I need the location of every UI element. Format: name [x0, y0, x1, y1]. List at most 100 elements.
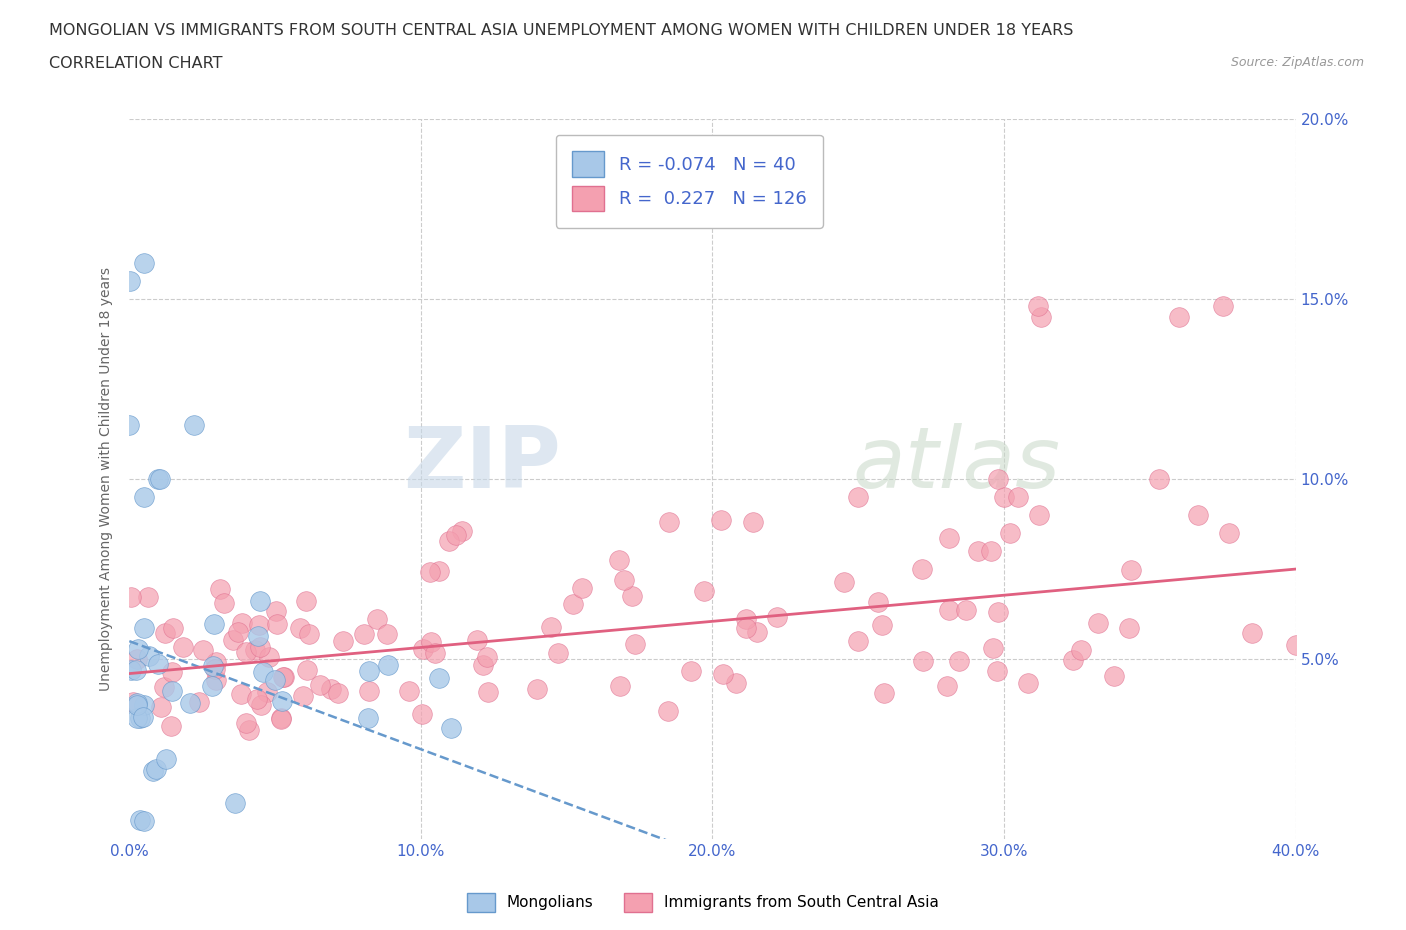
Point — [866, 594, 889, 609]
Point — [747, 625, 769, 640]
Point — [1102, 668, 1125, 683]
Point — [870, 618, 893, 632]
Point — [980, 544, 1002, 559]
Point — [127, 711, 149, 725]
Point — [231, 686, 253, 701]
Point — [357, 711, 380, 725]
Point — [936, 679, 959, 694]
Point — [205, 672, 228, 687]
Point — [271, 694, 294, 709]
Point — [309, 678, 332, 693]
Point — [172, 639, 194, 654]
Point — [132, 698, 155, 712]
Point — [266, 616, 288, 631]
Point — [658, 514, 681, 529]
Point — [125, 696, 148, 711]
Point — [160, 664, 183, 679]
Point — [911, 562, 934, 577]
Point — [353, 627, 375, 642]
Point — [226, 624, 249, 639]
Point — [264, 604, 287, 618]
Point — [129, 813, 152, 828]
Point — [245, 643, 267, 658]
Point — [326, 685, 349, 700]
Point — [1000, 525, 1022, 540]
Point — [440, 721, 463, 736]
Point — [1070, 643, 1092, 658]
Point — [1212, 299, 1234, 313]
Point — [1168, 310, 1191, 325]
Point — [419, 565, 441, 579]
Point — [148, 657, 170, 671]
Point — [202, 617, 225, 631]
Text: atlas: atlas — [852, 423, 1060, 506]
Point — [148, 472, 170, 486]
Point — [444, 527, 467, 542]
Point — [136, 590, 159, 604]
Point — [832, 575, 855, 590]
Point — [249, 640, 271, 655]
Point — [187, 695, 209, 710]
Text: CORRELATION CHART: CORRELATION CHART — [49, 56, 222, 71]
Point — [292, 689, 315, 704]
Text: Source: ZipAtlas.com: Source: ZipAtlas.com — [1230, 56, 1364, 69]
Point — [204, 661, 226, 676]
Point — [191, 643, 214, 658]
Point — [1007, 489, 1029, 504]
Point — [423, 645, 446, 660]
Point — [735, 612, 758, 627]
Point — [298, 627, 321, 642]
Point — [657, 704, 679, 719]
Point — [693, 584, 716, 599]
Point — [609, 678, 631, 693]
Point — [270, 711, 292, 725]
Point — [247, 618, 270, 633]
Text: ZIP: ZIP — [404, 423, 561, 506]
Point — [477, 684, 499, 699]
Point — [1284, 637, 1306, 652]
Point — [183, 418, 205, 432]
Point — [1118, 620, 1140, 635]
Point — [475, 650, 498, 665]
Point — [547, 645, 569, 660]
Point — [249, 593, 271, 608]
Point — [1029, 310, 1052, 325]
Point — [132, 814, 155, 829]
Point — [398, 684, 420, 698]
Point — [357, 684, 380, 698]
Point — [1062, 652, 1084, 667]
Point — [208, 581, 231, 596]
Legend: Mongolians, Immigrants from South Central Asia: Mongolians, Immigrants from South Centra… — [461, 887, 945, 918]
Point — [128, 711, 150, 725]
Point — [465, 632, 488, 647]
Point — [1026, 299, 1049, 313]
Point — [948, 654, 970, 669]
Point — [526, 682, 548, 697]
Point — [132, 489, 155, 504]
Point — [295, 593, 318, 608]
Legend: R = -0.074   N = 40, R =  0.227   N = 126: R = -0.074 N = 40, R = 0.227 N = 126 — [555, 135, 823, 228]
Point — [987, 604, 1010, 619]
Point — [607, 552, 630, 567]
Point — [121, 695, 143, 710]
Point — [162, 620, 184, 635]
Point — [149, 699, 172, 714]
Point — [742, 514, 765, 529]
Point — [235, 644, 257, 659]
Point — [938, 603, 960, 618]
Point — [235, 715, 257, 730]
Point — [118, 418, 141, 432]
Point — [257, 649, 280, 664]
Point — [145, 762, 167, 777]
Point — [120, 663, 142, 678]
Point — [231, 616, 253, 631]
Point — [1147, 472, 1170, 486]
Point — [138, 648, 160, 663]
Point — [359, 664, 381, 679]
Point — [160, 718, 183, 733]
Point — [250, 698, 273, 712]
Point — [127, 698, 149, 712]
Point — [319, 682, 342, 697]
Point — [427, 563, 450, 578]
Point — [411, 706, 433, 721]
